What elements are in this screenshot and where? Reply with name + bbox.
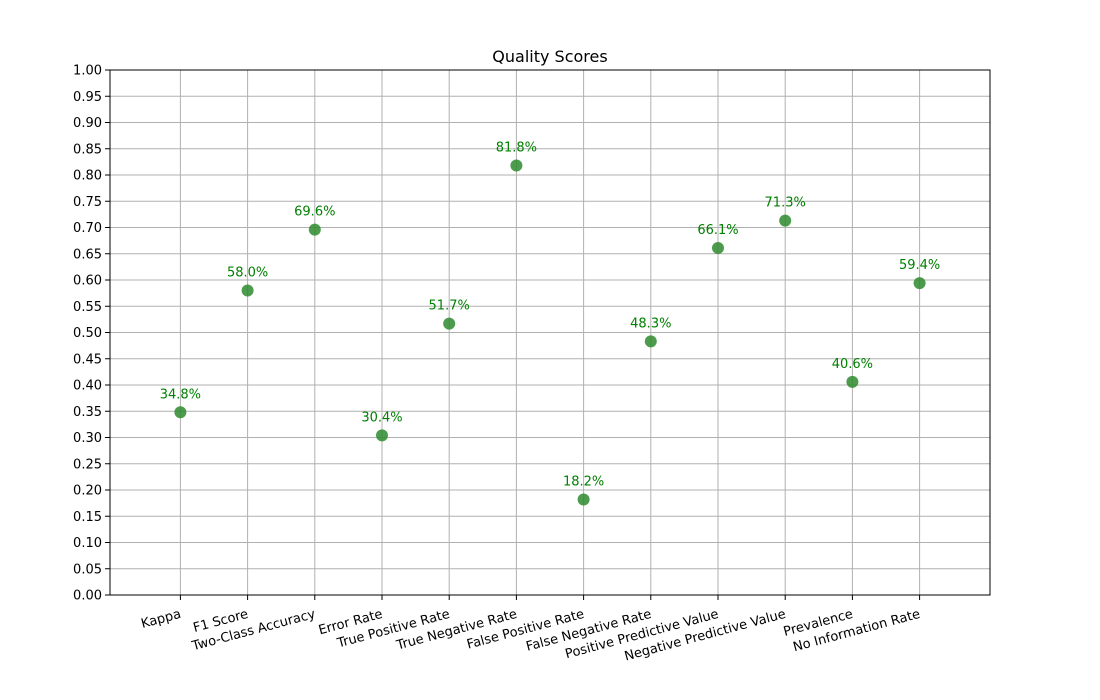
data-label: 40.6% <box>832 357 873 372</box>
data-label: 34.8% <box>160 387 201 402</box>
data-point <box>577 493 590 506</box>
y-tick-label: 0.75 <box>73 195 102 210</box>
y-tick-label: 0.95 <box>73 90 102 105</box>
y-tick-label: 0.40 <box>73 379 102 394</box>
y-tick-label: 0.70 <box>73 221 102 236</box>
y-tick-label: 0.45 <box>73 352 102 367</box>
y-tick-label: 0.05 <box>73 562 102 577</box>
data-label: 48.3% <box>630 316 671 331</box>
data-label: 66.1% <box>697 223 738 238</box>
plot-frame <box>109 69 991 596</box>
data-label: 18.2% <box>563 474 604 489</box>
grid-lines <box>110 69 990 596</box>
y-tick-label: 0.30 <box>73 431 102 446</box>
data-label: 69.6% <box>294 205 335 220</box>
data-points <box>174 159 926 506</box>
data-point <box>174 406 187 419</box>
data-point <box>510 159 523 172</box>
data-point <box>241 284 254 297</box>
y-tick-label: 0.85 <box>73 142 102 157</box>
y-tick-label: 0.90 <box>73 116 102 131</box>
y-tick-label: 0.20 <box>73 484 102 499</box>
y-tick-label: 0.60 <box>73 274 102 289</box>
data-label: 81.8% <box>496 141 537 156</box>
data-label: 30.4% <box>361 410 402 425</box>
data-point <box>308 223 321 236</box>
chart-title: Quality Scores <box>492 47 607 66</box>
y-tick-label: 0.55 <box>73 300 102 315</box>
y-tick-label: 0.65 <box>73 247 102 262</box>
data-point <box>376 429 388 442</box>
y-tick-label: 1.00 <box>73 64 102 79</box>
y-tick-label: 0.00 <box>73 589 102 604</box>
y-tick-label: 0.80 <box>73 169 102 184</box>
y-tick-label: 0.10 <box>73 536 102 551</box>
y-tick-label: 0.15 <box>73 510 102 525</box>
y-tick-label: 0.50 <box>73 326 102 341</box>
data-label: 51.7% <box>429 299 470 314</box>
data-labels: 34.8% 58.0% 69.6% 30.4% 51.7% 81.8% 18.2% 48.3%… <box>160 141 941 490</box>
data-label: 59.4% <box>899 258 940 273</box>
data-point <box>712 241 724 254</box>
y-tick-label: 0.25 <box>73 457 102 472</box>
data-point <box>779 214 792 227</box>
y-axis: 0.00 0.05 0.10 0.15 0.20 0.25 0.30 0.35 0.40 0.45… <box>73 64 110 604</box>
data-point <box>644 335 657 348</box>
data-point <box>846 375 859 388</box>
data-point <box>913 277 926 290</box>
data-label: 71.3% <box>765 196 806 211</box>
x-tick-label: Kappa <box>139 607 182 632</box>
data-point <box>443 317 456 330</box>
data-label: 58.0% <box>227 266 268 281</box>
y-tick-label: 0.35 <box>73 405 102 420</box>
